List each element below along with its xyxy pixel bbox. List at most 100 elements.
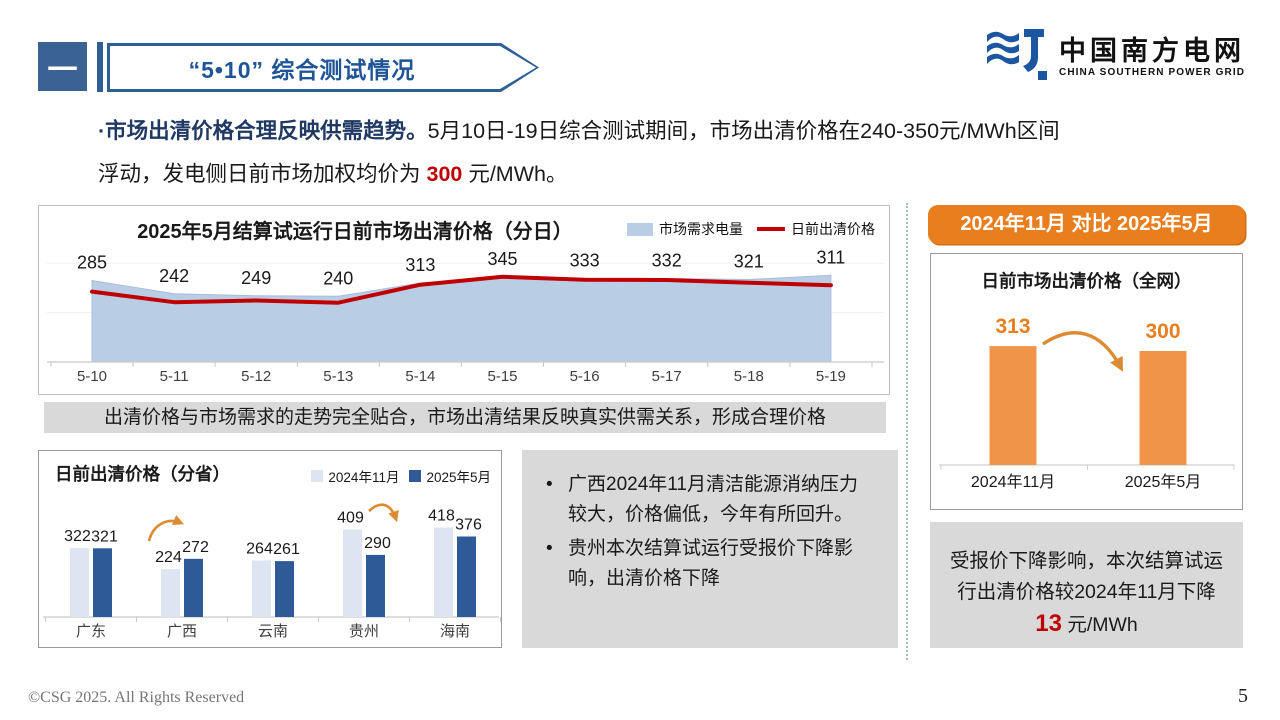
- bar-2024: [70, 548, 89, 617]
- copyright-text: ©CSG 2025. All Rights Reserved: [28, 689, 245, 706]
- bar-value-label: 300: [1145, 320, 1180, 343]
- decrease-trend-arrow: [1042, 331, 1123, 372]
- legend-label-2024: 2024年11月: [328, 470, 400, 485]
- daily-chart-title: 2025年5月结算试运行日前市场出清价格（分日）: [137, 220, 573, 243]
- intro-line2-pre: 浮动，发电侧日前市场加权均价为: [98, 162, 427, 186]
- bar-2024: [161, 569, 180, 617]
- price-data-label: 285: [77, 252, 107, 272]
- x-tick-label: 5-10: [77, 368, 107, 385]
- legend-label-2025: 2025年5月: [426, 470, 491, 485]
- intro-lead: ·市场出清价格合理反映供需趋势。: [98, 119, 428, 143]
- price-data-label: 332: [652, 251, 682, 271]
- dotted-separator: [906, 203, 908, 660]
- bar-value-label: 224: [155, 549, 182, 566]
- price-data-label: 321: [734, 252, 764, 272]
- title-banner-inner: “5•10” 综合测试情况: [110, 46, 536, 89]
- x-tick-label: 2024年11月: [971, 473, 1055, 491]
- bar-value-label: 313: [995, 315, 1030, 338]
- price-data-label: 345: [487, 249, 517, 269]
- x-tick-label: 5-11: [160, 368, 189, 385]
- comparison-banner: 2024年11月 对比 2025年5月: [928, 205, 1245, 244]
- price-data-label: 249: [241, 268, 271, 288]
- comparison-bar: [989, 346, 1037, 465]
- daily-price-chart: 285 5-10 242 5-11 249 5-12 240 5-13 313 5-14 345 5-…: [47, 247, 884, 385]
- logo-text: 中国南方电网 CHINA SOUTHERN POWER GRID: [1059, 35, 1245, 78]
- decrease-trend-arrow: [368, 503, 399, 523]
- comparison-note-post: 元/MWh: [1061, 614, 1138, 636]
- daily-chart-legend: 市场需求电量 日前出清价格: [627, 219, 875, 239]
- page-number: 5: [1238, 685, 1248, 707]
- price-line-series: [90, 274, 833, 305]
- bar-value-label: 322: [64, 528, 91, 545]
- increase-trend-arrow: [147, 514, 185, 542]
- x-tick-label: 5-18: [734, 368, 764, 385]
- x-tick-label: 广东: [76, 623, 106, 640]
- section-number-badge: 一: [38, 42, 87, 91]
- price-data-label: 242: [159, 266, 189, 286]
- x-tick-label: 5-13: [323, 368, 353, 385]
- bar-2024: [343, 529, 362, 617]
- comparison-bar: [1139, 351, 1187, 465]
- intro-paragraph: ·市场出清价格合理反映供需趋势。5月10日-19日综合测试期间，市场出清价格在2…: [98, 110, 1208, 196]
- intro-line-1: ·市场出清价格合理反映供需趋势。5月10日-19日综合测试期间，市场出清价格在2…: [98, 110, 1208, 153]
- x-tick-label: 5-16: [570, 368, 600, 385]
- bar-2024: [434, 527, 453, 617]
- intro-highlight-value: 300: [426, 162, 463, 186]
- legend-swatch-2025: [409, 470, 422, 482]
- province-chart-title: 日前出清价格（分省）: [55, 464, 230, 484]
- conclusion-strip: 出清价格与市场需求的走势完全贴合，市场出清结果反映真实供需关系，形成合理价格: [44, 402, 886, 433]
- province-chart-card: 日前出清价格（分省） 2024年11月 2025年5月 322 321 广东 224 2…: [38, 450, 502, 648]
- analysis-bullet-list: 广西2024年11月清洁能源消纳压力较大，价格偏低，今年有所回升。 贵州本次结算…: [540, 470, 876, 594]
- x-tick-label: 5-14: [405, 368, 435, 385]
- analysis-bullet: 贵州本次结算试运行受报价下降影响，出清价格下降: [540, 534, 876, 594]
- legend-swatch-2024: [311, 470, 324, 482]
- bar-2025: [366, 554, 385, 617]
- bar-2024: [252, 560, 271, 617]
- logo-cn-name: 中国南方电网: [1059, 35, 1245, 66]
- section-number: 一: [47, 53, 78, 87]
- price-data-label: 313: [405, 255, 435, 275]
- comparison-chart-title: 日前市场出清价格（全网）: [981, 271, 1192, 291]
- comparison-note-pre: 受报价下降影响，本次结算试运行出清价格较2024年11月下降: [949, 550, 1223, 603]
- bar-value-label: 261: [273, 541, 300, 558]
- bar-2025: [275, 561, 294, 617]
- x-tick-label: 海南: [440, 623, 470, 640]
- demand-legend-label: 市场需求电量: [659, 221, 743, 237]
- analysis-note-box: 广西2024年11月清洁能源消纳压力较大，价格偏低，今年有所回升。 贵州本次结算…: [522, 450, 898, 648]
- csg-logo-icon: [987, 29, 1047, 80]
- x-tick-label: 5-15: [487, 368, 517, 385]
- price-data-label: 240: [323, 268, 353, 288]
- daily-chart-header: 2025年5月结算试运行日前市场出清价格（分日） 市场需求电量 日前出清价格: [39, 206, 889, 244]
- x-tick-label: 贵州: [349, 623, 379, 640]
- intro-line-2: 浮动，发电侧日前市场加权均价为 300 元/MWh。: [98, 153, 1208, 196]
- logo-en-name: CHINA SOUTHERN POWER GRID: [1059, 66, 1246, 78]
- x-tick-label: 云南: [258, 623, 288, 640]
- bar-value-label: 409: [337, 509, 364, 526]
- demand-area-series: [91, 274, 832, 363]
- bar-value-label: 376: [455, 517, 482, 534]
- price-data-label: 311: [817, 247, 846, 267]
- x-tick-label: 5-17: [652, 368, 682, 385]
- bar-2025: [93, 548, 112, 617]
- analysis-bullet: 广西2024年11月清洁能源消纳压力较大，价格偏低，今年有所回升。: [540, 470, 876, 530]
- page-title: “5•10” 综合测试情况: [188, 56, 416, 83]
- title-banner: “5•10” 综合测试情况: [107, 43, 539, 92]
- comparison-note-box: 受报价下降影响，本次结算试运行出清价格较2024年11月下降 13 元/MWh: [930, 522, 1243, 648]
- x-tick-label: 2025年5月: [1125, 473, 1202, 491]
- comparison-chart-card: 日前市场出清价格（全网） 313 2024年11月 300 2025年5月: [930, 253, 1243, 510]
- province-chart-legend: 2024年11月 2025年5月: [301, 466, 491, 486]
- bar-value-label: 290: [364, 535, 391, 552]
- price-data-label: 333: [570, 251, 600, 271]
- bar-value-label: 264: [246, 541, 273, 558]
- bar-2025: [457, 536, 476, 617]
- province-chart-header: 日前出清价格（分省） 2024年11月 2025年5月: [39, 451, 501, 487]
- price-legend-label: 日前出清价格: [791, 221, 875, 237]
- comparison-note-highlight: 13: [1035, 610, 1062, 637]
- x-tick-label: 5-12: [241, 368, 271, 385]
- x-tick-label: 5-19: [816, 368, 846, 385]
- demand-legend-swatch: [627, 222, 653, 236]
- comparison-bar-chart: 313 2024年11月 300 2025年5月: [939, 315, 1235, 491]
- csg-logo: 中国南方电网 CHINA SOUTHERN POWER GRID: [985, 27, 1245, 85]
- price-legend-swatch: [757, 227, 785, 231]
